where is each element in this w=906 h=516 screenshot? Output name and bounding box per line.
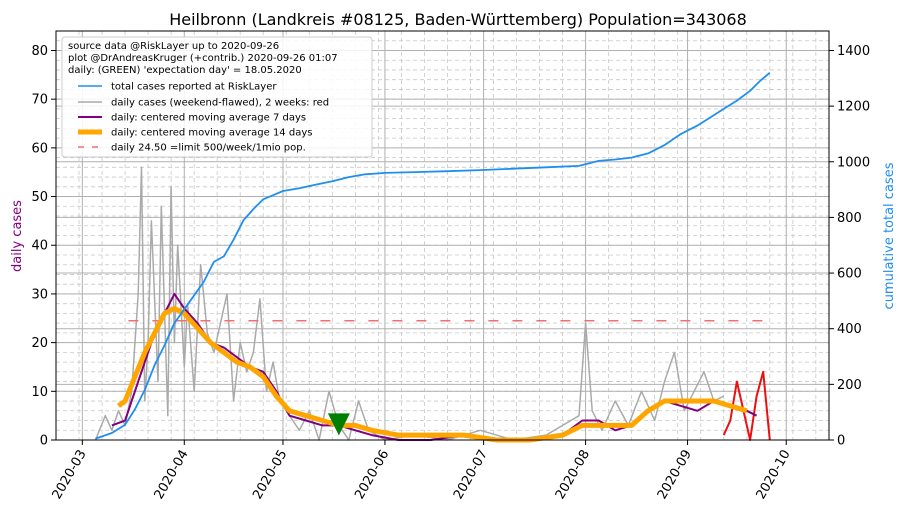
legend-ma7-label: daily: centered moving average 7 days [111,113,306,124]
y-right-tick-label: 600 [837,267,862,282]
y-right-tick-label: 1200 [837,100,870,115]
y-right-tick-label: 1000 [837,155,870,170]
legend-expectation-line: daily: (GREEN) 'expectation day' = 18.05… [68,65,302,76]
expectation-day-marker [327,413,350,436]
legend-limit-label: daily 24.50 =limit 500/week/1mio pop. [111,143,306,154]
y-left-tick-label: 30 [31,287,48,302]
plot-frame [55,30,830,441]
legend-box [61,36,373,158]
y-left-tick-label: 40 [31,239,48,254]
chart-title: Heilbronn (Landkreis #08125, Baden-Württ… [169,10,747,29]
legend: source data @RiskLayer up to 2020-09-26 … [61,36,373,158]
y-left-tick-label: 10 [31,385,48,400]
y-left-tick-label: 60 [31,141,48,156]
legend-plot-line: plot @DrAndreasKruger (+contrib.) 2020-0… [68,53,338,64]
y-right-tick-label: 0 [837,434,845,449]
y-right-tick-label: 1400 [837,44,870,59]
legend-total-label: total cases reported at RiskLayer [111,82,277,93]
y-right-tick-label: 800 [837,211,862,226]
y-axis-left-label: daily cases [10,200,25,272]
y-left-tick-label: 50 [31,190,48,205]
series-ma14 [117,306,748,443]
legend-source-line: source data @RiskLayer up to 2020-09-26 [68,41,279,52]
y-axis-right-label: cumulative total cases [882,162,897,309]
y-axis-right: 0 200 400 600 800 1000 1200 1400 [829,44,870,449]
y-left-tick-label: 80 [31,44,48,59]
series-daily-cases [94,166,725,441]
y-axis-left: 0 10 20 30 40 50 60 70 80 [31,44,56,449]
legend-ma14-label: daily: centered moving average 14 days [111,128,312,139]
series-total-cases [95,72,771,440]
y-left-tick-label: 20 [31,336,48,351]
y-right-tick-label: 400 [837,322,862,337]
y-left-tick-label: 70 [31,93,48,108]
series-daily-cases-recent [722,370,771,441]
y-left-tick-label: 0 [40,434,48,449]
legend-daily-label: daily cases (weekend-flawed), 2 weeks: r… [111,98,329,109]
y-right-tick-label: 200 [837,378,862,393]
series-layer [94,72,771,443]
